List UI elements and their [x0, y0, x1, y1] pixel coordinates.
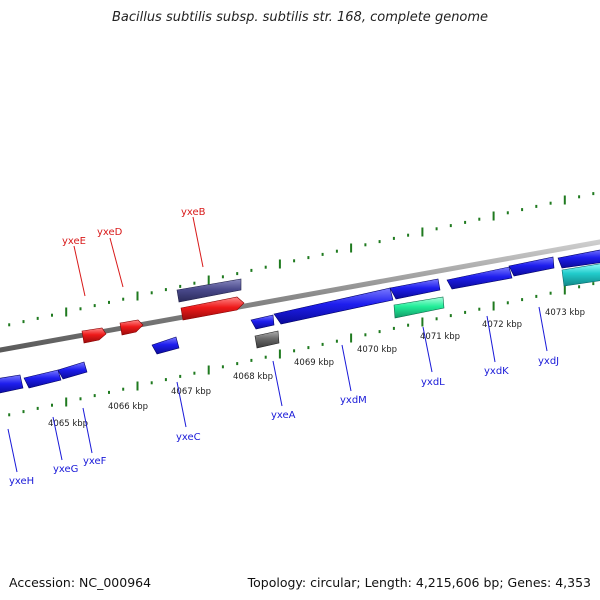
gene-labels-reverse: yxeH yxeG yxeF yxeC yxeA yxdM yxdL yxdK …	[9, 356, 559, 487]
gene-labels-forward: yxeE yxeD yxeB	[62, 207, 206, 247]
gene-arrow-yxdJ[interactable]	[508, 256, 555, 277]
gene-arrow-yxeF[interactable]	[57, 361, 88, 380]
gene-label-yxeF[interactable]: yxeF	[83, 456, 107, 467]
ruler-label: 4066 kbp	[108, 402, 148, 412]
callout-line-yxeD	[109, 237, 124, 288]
callout-line-yxeB	[192, 216, 204, 268]
gene-label-yxdK[interactable]: yxdK	[484, 366, 509, 377]
gene-arrow-yxeH[interactable]	[0, 374, 24, 394]
gene-label-yxdM[interactable]: yxdM	[340, 395, 367, 406]
gene-arrow-yxdM[interactable]	[273, 287, 394, 325]
topology-text: Topology: circular; Length: 4,215,606 bp…	[247, 575, 591, 590]
callout-line-yxdL	[422, 326, 433, 373]
gene-label-yxeC[interactable]: yxeC	[176, 432, 201, 443]
callout-line-yxdK	[486, 315, 496, 363]
accession-text: Accession: NC_000964	[9, 575, 152, 590]
callout-line-yxeA	[272, 360, 283, 407]
callout-line-yxeH	[7, 428, 18, 473]
gene-arrow-yxeA-other[interactable]	[254, 330, 280, 349]
ruler-label: 4065 kbp	[48, 419, 88, 429]
gene-arrow-yxeC[interactable]	[151, 336, 180, 355]
gene-arrow-yxdI-cyan[interactable]	[561, 263, 600, 287]
gene-arrow-yxdI[interactable]	[557, 249, 600, 269]
gene-arrow-yxdL-rna[interactable]	[393, 296, 445, 319]
callout-line-yxdM	[341, 344, 352, 392]
gene-label-yxeE[interactable]: yxeE	[62, 236, 86, 247]
ruler-label: 4072 kbp	[482, 320, 522, 330]
tick-row-reverse	[8, 282, 595, 417]
gene-arrow-yxeB[interactable]	[180, 296, 245, 321]
ruler-label: 4067 kbp	[171, 387, 211, 397]
gene-arrow-yxdK[interactable]	[446, 266, 513, 290]
callout-lines	[7, 216, 548, 473]
ruler-labels: 4065 kbp 4066 kbp 4067 kbp 4068 kbp 4069 kbp…	[48, 308, 585, 429]
callout-line-yxeE	[73, 245, 86, 297]
ruler-label: 4069 kbp	[294, 358, 334, 368]
gene-arrow-yxeD[interactable]	[119, 319, 144, 336]
map-title: Bacillus subtilis subsp. subtilis str. 1…	[111, 10, 489, 25]
tick-row-forward	[8, 192, 595, 327]
ruler-label: 4068 kbp	[233, 372, 273, 382]
forward-strand-features	[81, 278, 245, 344]
callout-line-yxeG	[52, 416, 63, 461]
gene-label-yxdL[interactable]: yxdL	[421, 377, 445, 388]
gene-label-yxeG[interactable]: yxeG	[53, 464, 78, 475]
callout-line-yxeF	[82, 407, 93, 454]
gene-arrow-yxeB-pseudo[interactable]	[176, 278, 242, 303]
reverse-strand-features	[0, 249, 600, 394]
ruler-label: 4073 kbp	[545, 308, 585, 318]
gene-label-yxeB[interactable]: yxeB	[181, 207, 206, 218]
gene-arrow-yxeA[interactable]	[250, 314, 275, 330]
gene-label-yxeH[interactable]: yxeH	[9, 476, 34, 487]
ruler-label: 4070 kbp	[357, 345, 397, 355]
callout-line-yxdJ	[538, 306, 548, 352]
gene-arrow-yxeE[interactable]	[81, 327, 107, 344]
gene-arrow-yxeG[interactable]	[23, 369, 62, 389]
gene-label-yxdJ[interactable]: yxdJ	[538, 356, 559, 367]
gene-label-yxeA[interactable]: yxeA	[271, 410, 296, 421]
callout-line-yxeC	[176, 381, 187, 428]
gene-label-yxeD[interactable]: yxeD	[97, 227, 123, 238]
gene-arrow-yxdL[interactable]	[389, 278, 441, 300]
ruler-label: 4071 kbp	[420, 332, 460, 342]
